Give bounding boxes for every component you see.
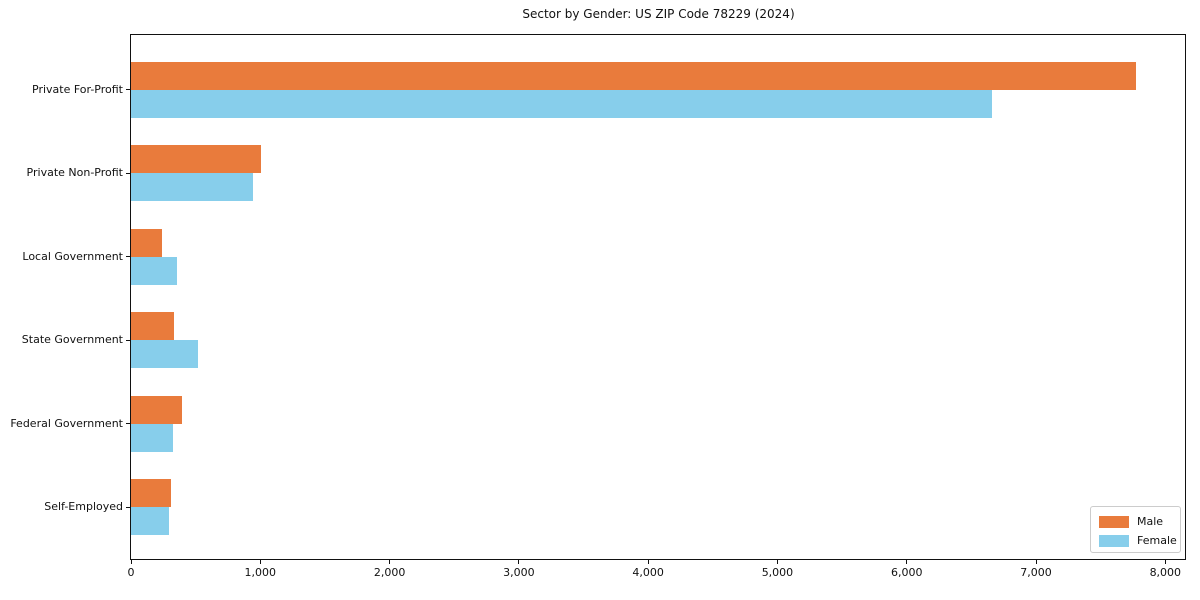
chart-title: Sector by Gender: US ZIP Code 78229 (202…: [522, 7, 795, 21]
x-tick-label: 5,000: [761, 566, 794, 579]
y-tick-mark: [126, 423, 131, 424]
y-tick-label: Self-Employed: [44, 500, 123, 513]
x-tick-label: 2,000: [373, 566, 406, 579]
x-tick-label: 8,000: [1149, 566, 1182, 579]
bar-male: [131, 312, 175, 340]
y-tick-mark: [126, 339, 131, 341]
y-tick-mark: [126, 89, 131, 90]
x-tick-label: 3,000: [503, 566, 535, 579]
y-tick-mark: [126, 172, 131, 174]
legend-label: Male: [1137, 515, 1164, 528]
x-tick-label: 0: [127, 566, 135, 579]
plot-area: [130, 34, 1186, 560]
bar-male: [131, 228, 163, 257]
x-tick-mark: [776, 560, 778, 564]
bar-female: [131, 507, 170, 535]
y-tick-label: Federal Government: [10, 416, 123, 430]
x-tick-mark: [1164, 560, 1166, 564]
x-tick-label: 4,000: [632, 566, 664, 579]
bar-male: [131, 61, 1136, 90]
bar-male: [131, 145, 261, 173]
y-tick-label: Private Non-Profit: [26, 166, 123, 179]
y-tick-mark: [126, 256, 131, 257]
legend-swatch-female: [1099, 534, 1129, 547]
legend-label: Female: [1137, 534, 1177, 547]
x-tick-label: 1,000: [244, 566, 277, 579]
x-tick-mark: [1035, 560, 1037, 564]
x-tick-mark: [906, 560, 908, 564]
y-tick-label: Private For-Profit: [32, 82, 123, 96]
legend-entry-female: Female: [1099, 532, 1180, 549]
legend: Male Female: [1090, 506, 1181, 553]
x-tick-mark: [259, 560, 261, 564]
y-tick-label: Local Government: [22, 249, 123, 263]
y-tick-mark: [126, 506, 131, 508]
bar-male: [131, 479, 172, 507]
x-tick-label: 7,000: [1020, 566, 1052, 579]
x-tick-mark: [647, 560, 649, 564]
y-tick-label: State Government: [21, 333, 123, 346]
x-tick-mark: [518, 560, 520, 564]
bar-female: [131, 173, 253, 201]
legend-swatch-male: [1099, 515, 1129, 528]
bar-female: [131, 89, 993, 118]
x-tick-mark: [389, 560, 391, 564]
bar-male: [131, 395, 183, 424]
legend-entry-male: Male: [1099, 513, 1180, 530]
bar-female: [131, 256, 177, 285]
x-tick-mark: [130, 560, 132, 564]
x-tick-label: 6,000: [890, 566, 923, 579]
bar-female: [131, 423, 174, 452]
bar-female: [131, 340, 199, 368]
